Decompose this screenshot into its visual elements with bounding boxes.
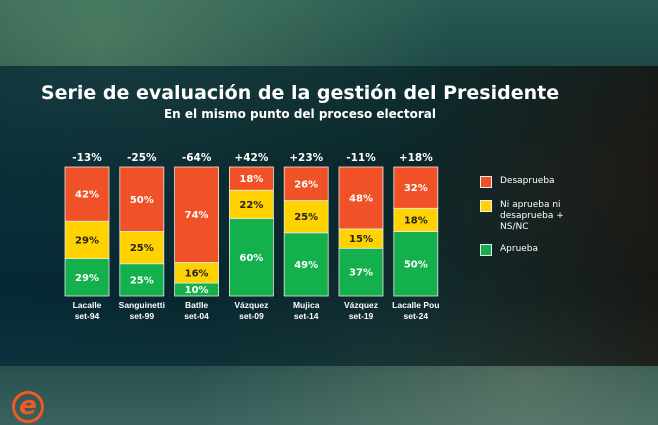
category-label: set-14: [294, 311, 319, 321]
bar-segment: [283, 200, 329, 234]
legend-swatch: [480, 244, 492, 256]
legend-swatch: [480, 176, 492, 188]
data-label: 22%: [239, 200, 263, 211]
net-label: -64%: [182, 152, 212, 164]
net-label: -11%: [346, 152, 376, 164]
bar-segment: [119, 263, 165, 297]
category-label: Mujica: [293, 300, 320, 310]
bar-segment: [119, 231, 165, 265]
net-label: -13%: [72, 152, 102, 164]
category-label: set-19: [349, 311, 374, 321]
net-label: +18%: [399, 152, 433, 164]
category-label: Vázquez: [234, 300, 268, 310]
bar-segment: [64, 258, 110, 297]
legend-label: Aprueba: [500, 244, 539, 254]
data-label: 25%: [130, 243, 154, 254]
bar-segment: [228, 166, 274, 191]
data-label: 50%: [404, 259, 428, 270]
brand-logo: e: [12, 391, 44, 423]
data-label: 26%: [294, 179, 318, 190]
data-label: 49%: [294, 260, 318, 271]
bar-segment: [64, 166, 110, 222]
data-label: 10%: [185, 285, 209, 296]
bar-segment: [228, 218, 274, 297]
bar-segment: [119, 166, 165, 232]
category-label: set-24: [404, 311, 429, 321]
data-label: 25%: [294, 212, 318, 223]
net-label: +23%: [289, 152, 323, 164]
data-label: 37%: [349, 268, 373, 279]
chart-panel: [0, 66, 658, 366]
bar-segment: [338, 166, 384, 230]
category-label: set-09: [239, 311, 264, 321]
data-label: 15%: [349, 234, 373, 245]
legend-label: Ni aprueba ni desaprueba + NS/NC: [500, 200, 564, 232]
bar-segment: [393, 166, 439, 209]
legend-item-desaprueba: Desaprueba: [480, 176, 600, 188]
legend-swatch: [480, 200, 492, 212]
data-label: 18%: [239, 174, 263, 185]
data-label: 32%: [404, 183, 428, 194]
bar-segment: [393, 231, 439, 297]
category-label: Lacalle Pou: [392, 300, 439, 310]
data-label: 16%: [185, 268, 209, 279]
category-label: Batlle: [185, 300, 208, 310]
data-label: 50%: [130, 195, 154, 206]
bar-segment: [64, 220, 110, 259]
data-label: 48%: [349, 193, 373, 204]
legend-item-ni: Ni aprueba ni desaprueba + NS/NC: [480, 200, 578, 233]
data-label: 29%: [75, 235, 99, 246]
category-label: Vázquez: [344, 300, 378, 310]
bar-segment: [174, 166, 220, 263]
bar-segment: [338, 247, 384, 297]
data-label: 74%: [185, 210, 209, 221]
legend-label: Desaprueba: [500, 176, 555, 186]
data-label: 18%: [404, 215, 428, 226]
category-label: Lacalle: [73, 300, 102, 310]
data-label: 60%: [239, 253, 263, 264]
category-label: set-94: [75, 311, 100, 321]
chart-title: Serie de evaluación de la gestión del Pr…: [40, 82, 560, 104]
net-label: -25%: [127, 152, 157, 164]
net-label: +42%: [234, 152, 268, 164]
category-label: Sanguinetti: [119, 300, 165, 310]
data-label: 42%: [75, 190, 99, 201]
data-label: 25%: [130, 275, 154, 286]
chart-subtitle: En el mismo punto del proceso electoral: [163, 107, 437, 121]
category-label: set-99: [130, 311, 155, 321]
data-label: 29%: [75, 273, 99, 284]
bar-segment: [283, 166, 329, 201]
category-label: set-04: [184, 311, 209, 321]
legend-item-aprueba: Aprueba: [480, 244, 600, 256]
